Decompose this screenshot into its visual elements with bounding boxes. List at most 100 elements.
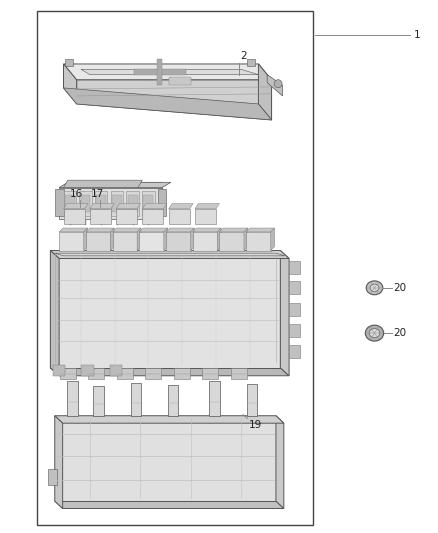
Polygon shape (64, 204, 88, 209)
Polygon shape (209, 381, 220, 416)
Polygon shape (48, 469, 57, 485)
Polygon shape (169, 209, 190, 224)
Polygon shape (59, 232, 84, 251)
Polygon shape (127, 195, 138, 212)
Polygon shape (193, 232, 217, 251)
Polygon shape (158, 189, 166, 216)
Polygon shape (64, 180, 142, 188)
Ellipse shape (366, 281, 383, 295)
Polygon shape (244, 228, 248, 251)
Polygon shape (191, 228, 194, 251)
Ellipse shape (369, 328, 380, 338)
Polygon shape (113, 228, 141, 232)
Text: 1: 1 (414, 30, 420, 39)
Polygon shape (142, 204, 167, 209)
Polygon shape (116, 204, 141, 209)
Polygon shape (84, 228, 88, 251)
Polygon shape (267, 75, 283, 96)
Polygon shape (169, 77, 191, 85)
Polygon shape (246, 232, 271, 251)
Text: 20: 20 (393, 328, 406, 338)
Polygon shape (289, 303, 300, 316)
Polygon shape (166, 232, 191, 251)
Polygon shape (81, 365, 94, 376)
Polygon shape (93, 386, 104, 416)
Polygon shape (111, 191, 123, 216)
Polygon shape (131, 383, 141, 416)
Polygon shape (143, 195, 153, 212)
Ellipse shape (370, 284, 379, 292)
Polygon shape (117, 368, 133, 379)
Polygon shape (168, 385, 178, 416)
Bar (247, 59, 255, 66)
Polygon shape (64, 88, 272, 120)
Polygon shape (193, 228, 221, 232)
Polygon shape (50, 368, 289, 376)
Polygon shape (139, 228, 168, 232)
Polygon shape (219, 228, 248, 232)
Polygon shape (77, 80, 272, 120)
Polygon shape (289, 281, 300, 294)
Polygon shape (126, 191, 139, 216)
Polygon shape (289, 324, 300, 337)
Text: 2: 2 (240, 51, 247, 61)
Text: 19: 19 (249, 420, 262, 430)
Polygon shape (55, 253, 285, 256)
Polygon shape (157, 59, 162, 85)
Polygon shape (50, 251, 59, 376)
Polygon shape (59, 228, 88, 232)
Polygon shape (145, 368, 161, 379)
Polygon shape (95, 191, 107, 216)
Polygon shape (217, 228, 221, 251)
Polygon shape (67, 381, 78, 416)
Polygon shape (271, 228, 275, 251)
Polygon shape (50, 251, 280, 368)
Ellipse shape (274, 80, 282, 88)
Polygon shape (53, 365, 65, 376)
Polygon shape (59, 188, 162, 219)
Polygon shape (142, 191, 155, 216)
Polygon shape (55, 416, 63, 508)
Polygon shape (247, 384, 257, 416)
Polygon shape (164, 228, 168, 251)
Bar (65, 59, 73, 66)
Polygon shape (55, 501, 284, 508)
Text: 17: 17 (91, 189, 104, 199)
Polygon shape (219, 232, 244, 251)
Polygon shape (231, 368, 247, 379)
Bar (37, 11, 313, 525)
Polygon shape (112, 195, 122, 212)
Polygon shape (64, 191, 76, 216)
Polygon shape (60, 368, 76, 379)
Polygon shape (59, 182, 171, 188)
Polygon shape (88, 368, 104, 379)
Polygon shape (90, 204, 114, 209)
Polygon shape (110, 228, 114, 251)
Polygon shape (64, 209, 85, 224)
Polygon shape (195, 209, 216, 224)
Polygon shape (65, 195, 75, 212)
Polygon shape (142, 209, 163, 224)
Polygon shape (86, 228, 114, 232)
Polygon shape (139, 232, 164, 251)
Polygon shape (169, 204, 193, 209)
Ellipse shape (365, 325, 384, 341)
Polygon shape (55, 189, 64, 216)
Polygon shape (81, 195, 90, 212)
Polygon shape (134, 69, 186, 75)
Polygon shape (113, 232, 137, 251)
Polygon shape (79, 191, 92, 216)
Text: 16: 16 (70, 189, 83, 199)
Polygon shape (166, 228, 194, 232)
Polygon shape (246, 228, 275, 232)
Polygon shape (81, 69, 258, 75)
Polygon shape (276, 416, 284, 508)
Polygon shape (64, 64, 77, 104)
Polygon shape (90, 209, 111, 224)
Polygon shape (55, 416, 284, 423)
Polygon shape (96, 195, 106, 212)
Polygon shape (289, 345, 300, 358)
Polygon shape (64, 64, 272, 80)
Polygon shape (137, 228, 141, 251)
Polygon shape (195, 204, 219, 209)
